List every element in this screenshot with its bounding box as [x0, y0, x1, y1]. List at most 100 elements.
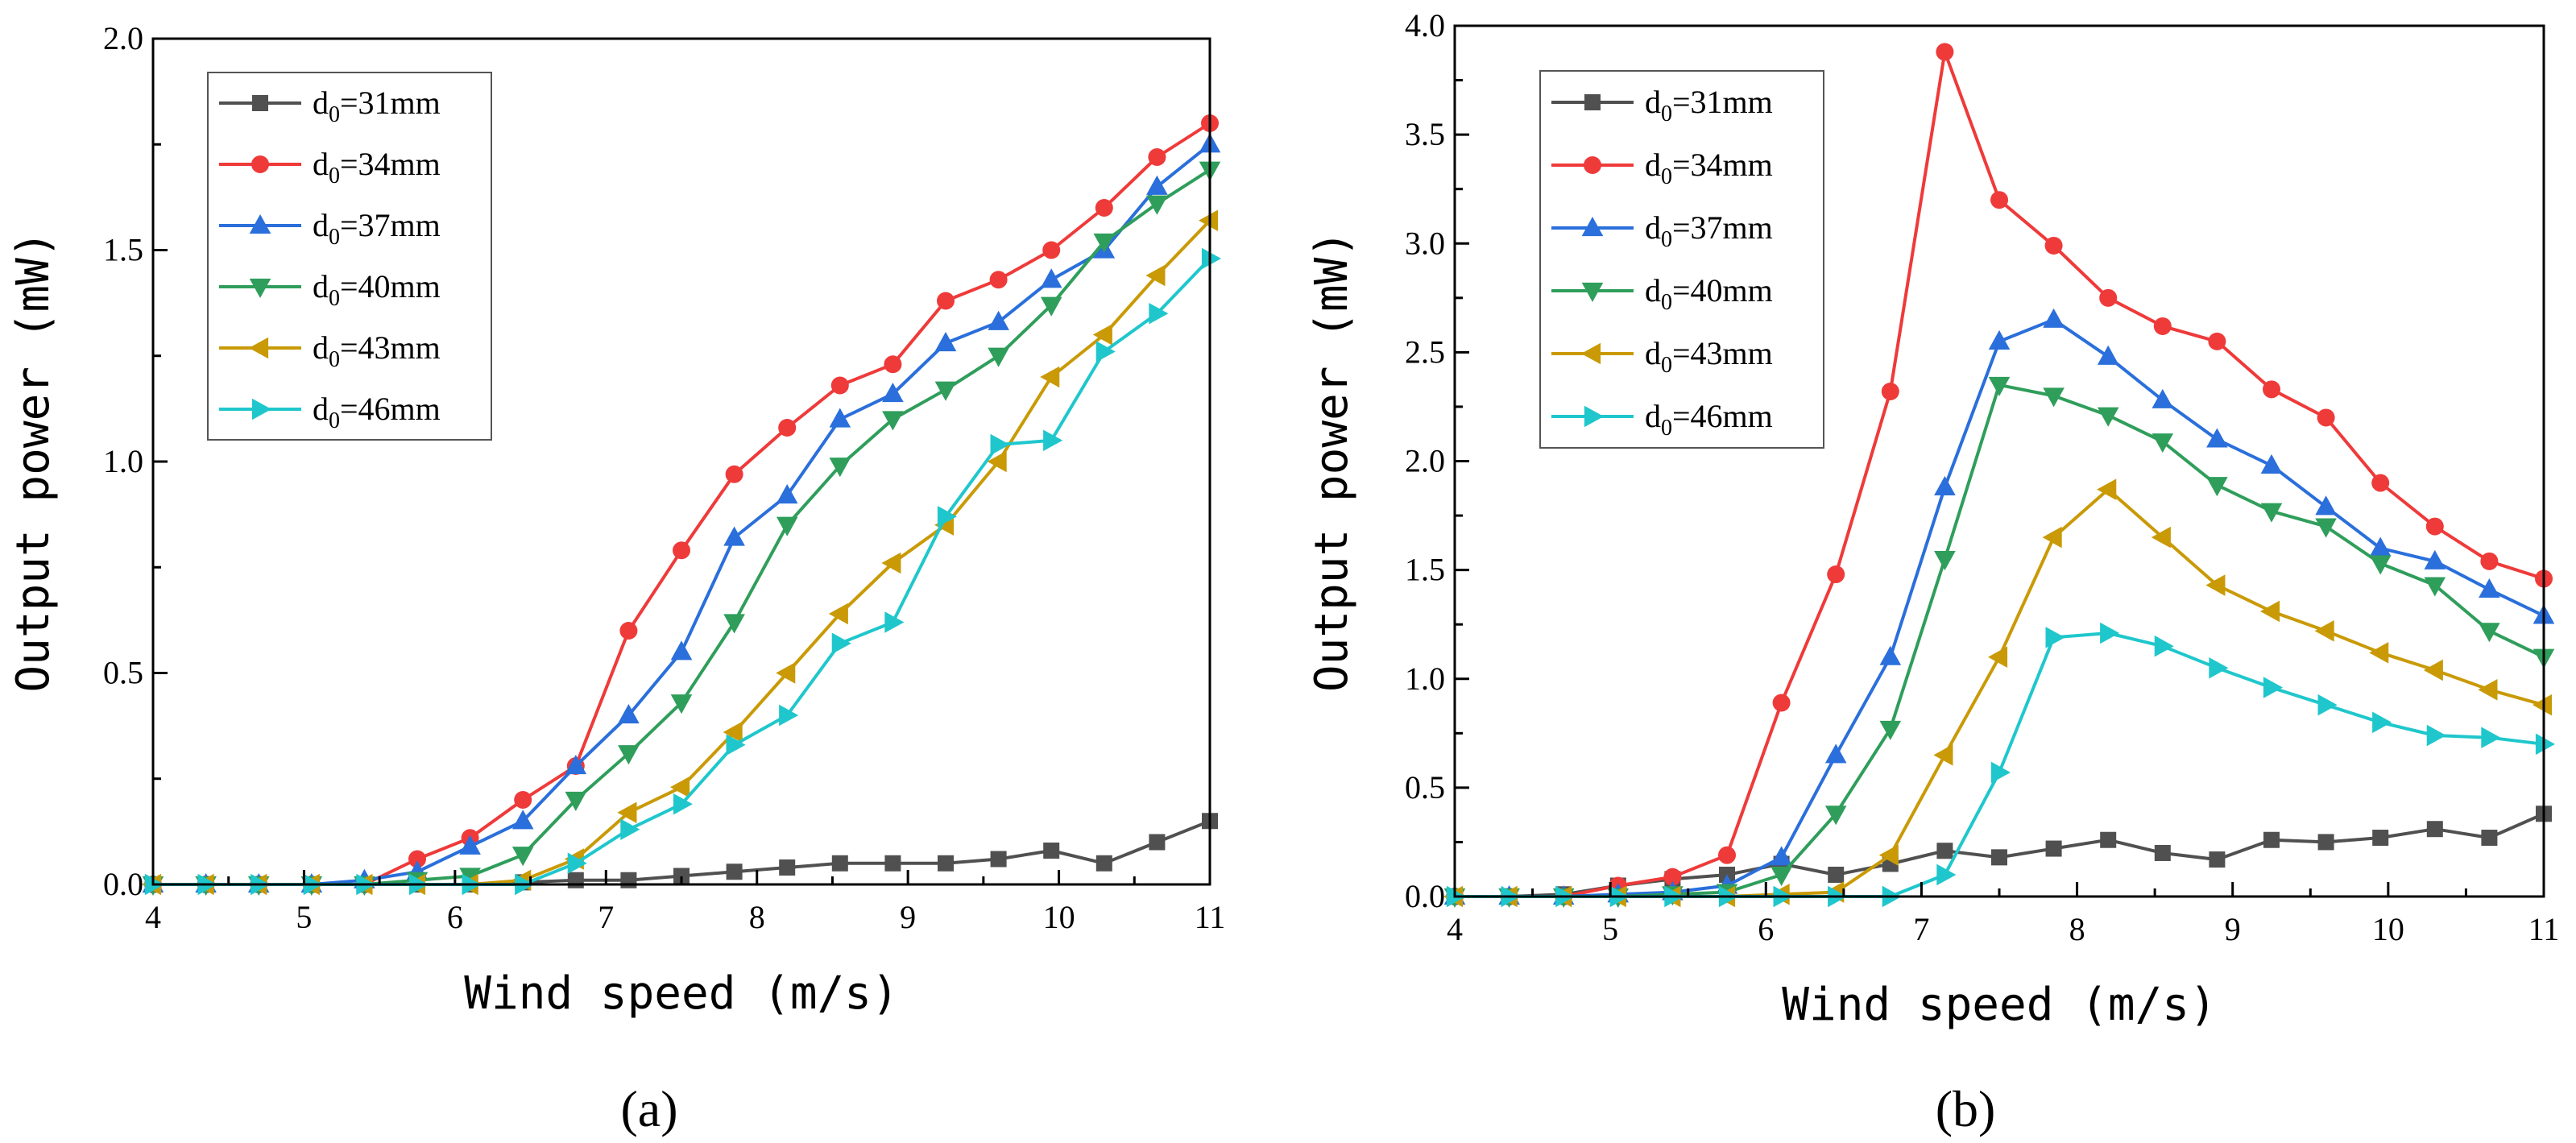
data-point: [2533, 694, 2553, 716]
data-point: [2317, 408, 2335, 427]
data-point: [2479, 623, 2500, 643]
data-point: [831, 632, 851, 655]
legend-label-rest: =46mm: [1672, 398, 1773, 434]
data-point: [670, 640, 693, 661]
data-point: [2260, 600, 2280, 623]
legend-marker: [251, 155, 269, 173]
data-point: [1095, 199, 1113, 217]
legend-label-sub: 0: [1661, 290, 1672, 315]
data-point: [1146, 175, 1168, 195]
legend: d0=31mmd0=34mmd0=37mmd0=40mmd0=43mmd0=46…: [207, 72, 492, 441]
legend-item: d0=34mm: [1551, 147, 1773, 189]
series-d0=40mm: [1443, 376, 2555, 908]
legend-label-sub: 0: [329, 164, 340, 188]
data-point: [2206, 428, 2228, 448]
legend-label: d0=40mm: [1645, 272, 1773, 315]
data-point: [2317, 694, 2338, 716]
data-point: [1149, 834, 1166, 851]
data-point: [988, 347, 1009, 367]
data-point: [617, 801, 637, 824]
data-point: [620, 872, 637, 888]
legend-label: d0=31mm: [1645, 84, 1773, 126]
data-point: [934, 332, 957, 352]
data-point: [2100, 831, 2117, 848]
data-point: [670, 694, 693, 714]
data-point: [2045, 627, 2065, 648]
legend-label-d: d: [1645, 398, 1661, 434]
data-point: [2263, 380, 2280, 399]
chart-panel-a: 4 5 6 7 8 9 10 11 0.0 0.5 1.0 1.5 2.0 Wind speed (m/s…: [7, 20, 1225, 1137]
legend-item: d0=31mm: [1551, 84, 1773, 126]
legend-marker: [1584, 94, 1601, 110]
data-point: [723, 614, 745, 634]
y-axis-title: Output power (mW): [7, 230, 60, 692]
legend-label-sub: 0: [329, 286, 340, 311]
data-point: [2097, 345, 2119, 365]
data-point: [619, 622, 638, 640]
legend-label-sub: 0: [1661, 227, 1672, 252]
legend-label-rest: =31mm: [1672, 84, 1773, 120]
data-point: [1934, 551, 1956, 571]
y-tick-label: 1.5: [1405, 552, 1445, 588]
data-point: [990, 433, 1010, 456]
legend-item: d0=43mm: [1551, 335, 1773, 378]
data-point: [2314, 619, 2334, 642]
data-point: [1043, 843, 1060, 859]
data-point: [2154, 844, 2171, 861]
data-point: [2535, 733, 2555, 756]
legend-label-sub: 0: [329, 408, 340, 433]
data-point: [830, 376, 849, 395]
legend-label-sub: 0: [1661, 101, 1672, 126]
data-point: [1040, 366, 1060, 388]
data-point: [2424, 577, 2446, 597]
legend-marker: [249, 278, 271, 298]
data-point: [2099, 288, 2118, 307]
data-point: [938, 855, 954, 872]
data-point: [831, 855, 848, 872]
legend-label-rest: =34mm: [1672, 147, 1773, 183]
data-point: [1095, 855, 1112, 872]
legend-label: d0=34mm: [1645, 147, 1773, 189]
data-point: [1827, 565, 1845, 584]
data-point: [673, 793, 693, 815]
data-point: [2423, 659, 2443, 681]
data-point: [1718, 846, 1736, 864]
legend-label: d0=46mm: [313, 391, 441, 433]
legend-item: d0=43mm: [219, 329, 441, 372]
x-tick-label: 5: [296, 899, 312, 935]
legend-label-rest: =40mm: [340, 268, 441, 304]
data-point: [1149, 302, 1169, 325]
data-point: [987, 450, 1007, 473]
data-point: [1879, 720, 1902, 740]
data-point: [2315, 495, 2337, 516]
legend-label-d: d: [313, 329, 329, 366]
data-point: [2154, 635, 2174, 657]
legend-marker: [252, 95, 268, 111]
y-tick-label: 3.0: [1405, 225, 1445, 261]
data-point: [1988, 646, 2008, 669]
data-point: [725, 465, 743, 483]
data-point: [1988, 329, 2011, 350]
data-point: [988, 310, 1009, 330]
data-point: [565, 791, 587, 811]
data-point: [2153, 317, 2172, 335]
data-point: [1988, 376, 2011, 396]
x-tick-label: 5: [1602, 911, 1618, 947]
legend-label-sub: 0: [1661, 353, 1672, 378]
data-point: [618, 704, 640, 724]
data-point: [567, 872, 584, 888]
legend-item: d0=40mm: [219, 268, 441, 311]
x-tick-label: 7: [1913, 911, 1929, 947]
data-point: [1936, 863, 1957, 886]
data-point: [2097, 478, 2117, 500]
data-point: [511, 810, 534, 830]
legend-marker: [249, 214, 271, 234]
data-point: [2044, 236, 2063, 255]
legend-box: [207, 72, 492, 441]
legend-label-d: d: [313, 268, 329, 304]
data-point: [2424, 549, 2446, 569]
data-point: [1148, 148, 1166, 166]
data-point: [2260, 503, 2283, 523]
legend-box: [1539, 70, 1824, 449]
x-tick-label: 4: [145, 899, 161, 935]
